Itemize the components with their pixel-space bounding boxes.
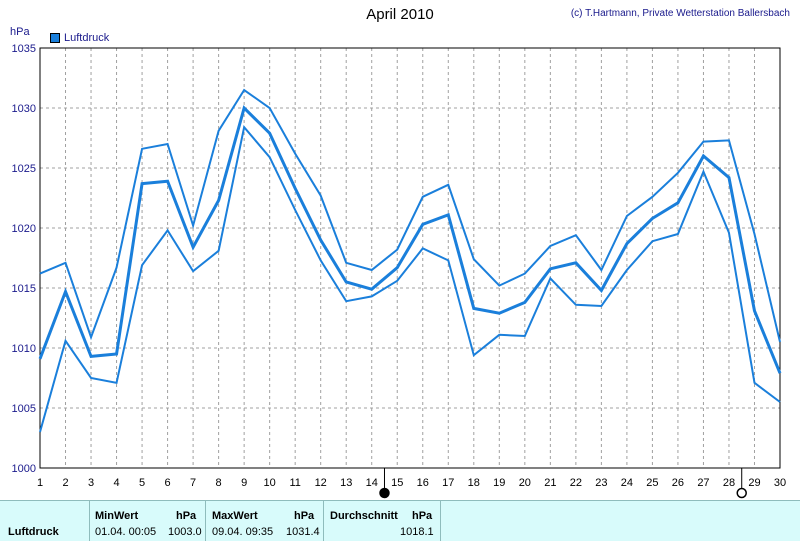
x-tick-label: 8	[216, 477, 222, 489]
x-tick-label: 27	[697, 477, 709, 489]
avg-value: 1018.1	[400, 526, 434, 538]
x-tick-label: 16	[417, 477, 429, 489]
plot-frame	[39, 47, 781, 469]
x-tick-label: 23	[595, 477, 607, 489]
y-tick-label: 1000	[12, 463, 36, 475]
min-unit: hPa	[176, 510, 197, 522]
x-tick-label: 24	[621, 477, 633, 489]
y-unit-label: hPa	[10, 26, 30, 38]
x-tick-label: 3	[88, 477, 94, 489]
x-tick-label: 1	[37, 477, 43, 489]
x-tick-label: 19	[493, 477, 505, 489]
y-tick-label: 1020	[12, 223, 36, 235]
min-date: 01.04. 00:05	[95, 526, 157, 538]
x-tick-label: 18	[468, 477, 480, 489]
y-tick-label: 1015	[12, 283, 36, 295]
y-tick-label: 1010	[12, 343, 36, 355]
x-tick-label: 10	[264, 477, 276, 489]
x-tick-label: 4	[113, 477, 119, 489]
y-tick-label: 1025	[12, 163, 36, 175]
max-date: 09.04. 09:35	[212, 526, 274, 538]
x-tick-label: 14	[366, 477, 378, 489]
x-tick-label: 28	[723, 477, 735, 489]
avg-header: Durchschnitt	[330, 510, 398, 522]
min-value: 1003.0	[168, 526, 202, 538]
x-tick-label: 7	[190, 477, 196, 489]
series-line-max	[39, 88, 781, 343]
stats-footer: Luftdruck MinWert hPa 01.04. 00:05 1003.…	[0, 500, 800, 541]
max-header: MaxWert	[212, 510, 258, 522]
x-tick-label: 29	[748, 477, 760, 489]
max-unit: hPa	[294, 510, 315, 522]
full-moon-icon	[379, 487, 390, 499]
x-tick-label: 21	[544, 477, 556, 489]
legend-label: Luftdruck	[64, 32, 110, 44]
x-tick-label: 5	[139, 477, 145, 489]
min-header: MinWert	[95, 510, 139, 522]
footer-avg-cell: Durchschnitt hPa 1018.1	[324, 501, 441, 541]
chart-title: April 2010	[366, 6, 434, 23]
y-tick-label: 1035	[12, 43, 36, 55]
footer-series-label: Luftdruck	[8, 526, 59, 538]
x-tick-label: 22	[570, 477, 582, 489]
new-moon-icon	[736, 487, 747, 499]
footer-min-cell: MinWert hPa 01.04. 00:05 1003.0	[90, 501, 206, 541]
x-tick-label: 9	[241, 477, 247, 489]
x-tick-label: 6	[165, 477, 171, 489]
x-tick-label: 20	[519, 477, 531, 489]
series-line-mean	[38, 105, 782, 374]
x-tick-label: 17	[442, 477, 454, 489]
x-tick-label: 30	[774, 477, 786, 489]
x-tick-label: 13	[340, 477, 352, 489]
avg-unit: hPa	[412, 510, 433, 522]
credit-text: (c) T.Hartmann, Private Wetterstation Ba…	[570, 8, 790, 19]
x-tick-label: 12	[315, 477, 327, 489]
footer-max-cell: MaxWert hPa 09.04. 09:35 1031.4	[206, 501, 324, 541]
x-tick-label: 25	[646, 477, 658, 489]
legend: Luftdruck	[50, 32, 109, 44]
x-tick-label: 2	[62, 477, 68, 489]
x-tick-label: 26	[672, 477, 684, 489]
x-tick-label: 15	[391, 477, 403, 489]
max-value: 1031.4	[286, 526, 320, 538]
legend-swatch	[50, 33, 60, 43]
series-line-min	[39, 124, 781, 433]
footer-label-cell: Luftdruck	[0, 501, 90, 541]
y-tick-label: 1030	[12, 103, 36, 115]
y-tick-label: 1005	[12, 403, 36, 415]
x-tick-label: 11	[289, 477, 300, 489]
